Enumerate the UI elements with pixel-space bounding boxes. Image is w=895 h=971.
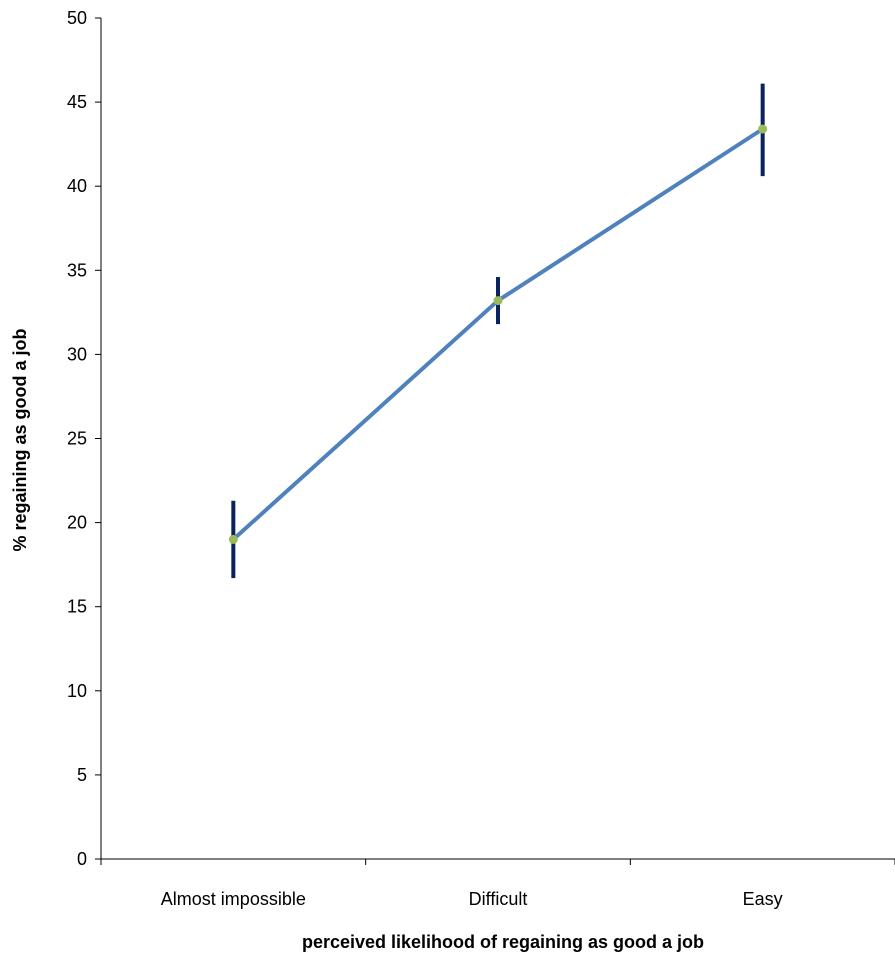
series-line <box>231 127 764 541</box>
x-tick-label: Almost impossible <box>161 889 306 909</box>
y-tick-label: 50 <box>67 8 87 28</box>
y-tick-label: 30 <box>67 344 87 364</box>
data-point <box>758 124 768 134</box>
y-ticks: 0 5 10 15 20 25 30 35 40 45 50 <box>67 8 101 869</box>
y-tick-label: 15 <box>67 597 87 617</box>
y-tick-label: 5 <box>77 765 87 785</box>
x-tick-label: Difficult <box>469 889 528 909</box>
y-tick-label: 40 <box>67 176 87 196</box>
y-tick-label: 35 <box>67 260 87 280</box>
x-axis-title: perceived likelihood of regaining as goo… <box>302 932 704 952</box>
x-ticks: Almost impossible Difficult Easy <box>100 859 895 909</box>
y-tick-label: 0 <box>77 849 87 869</box>
y-axis-title: % regaining as good a job <box>10 328 30 551</box>
y-tick-label: 20 <box>67 513 87 533</box>
series <box>228 83 768 579</box>
y-tick-label: 45 <box>67 92 87 112</box>
y-tick-label: 25 <box>67 429 87 449</box>
data-point <box>228 534 238 544</box>
data-point <box>493 296 503 306</box>
x-tick-label: Easy <box>743 889 783 909</box>
y-tick-label: 10 <box>67 681 87 701</box>
axes <box>100 18 895 860</box>
